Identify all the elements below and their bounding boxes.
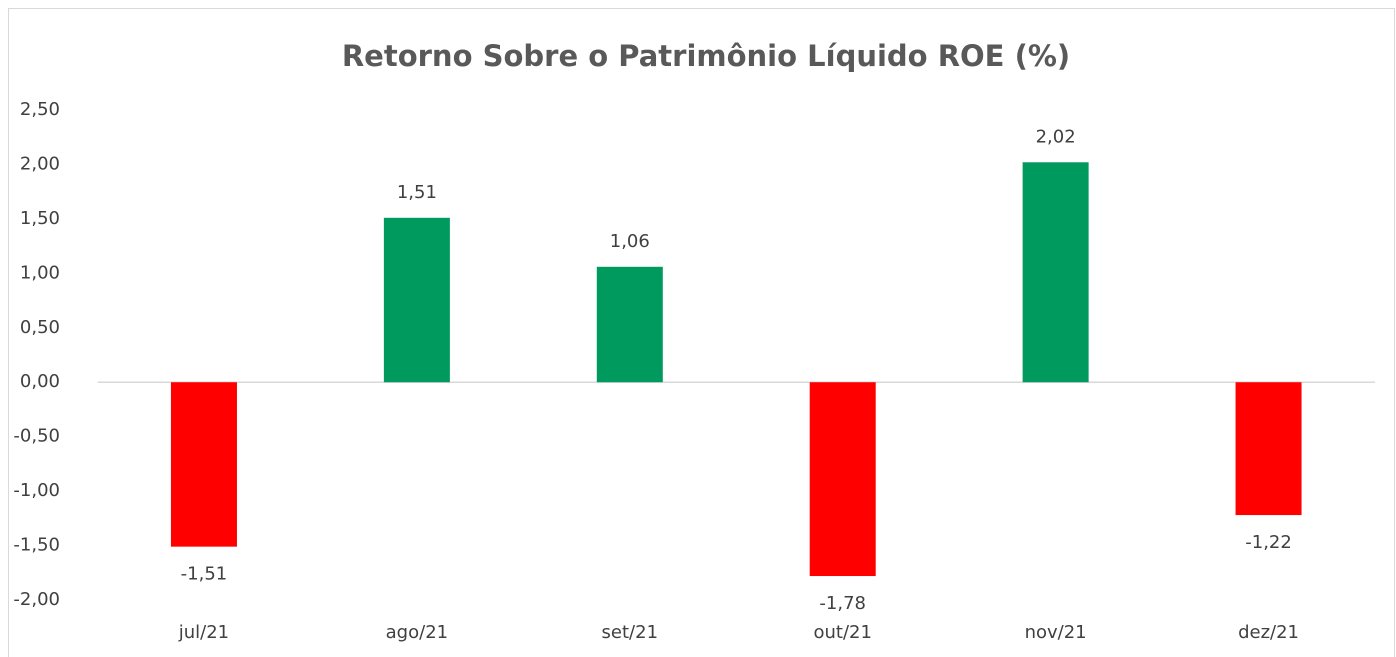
y-tick-label: -2,00 xyxy=(13,589,60,610)
y-tick-label: 1,00 xyxy=(20,262,60,283)
bar xyxy=(1235,382,1302,516)
y-tick-label: 2,00 xyxy=(20,153,60,174)
x-tick-label: jul/21 xyxy=(178,622,229,643)
data-label: -1,22 xyxy=(1245,532,1292,553)
bar xyxy=(383,217,450,383)
y-tick-label: 0,00 xyxy=(20,371,60,392)
bar xyxy=(1022,162,1089,383)
y-tick-label: -1,00 xyxy=(13,480,60,501)
y-tick-label: 0,50 xyxy=(20,317,60,338)
y-tick-label: -0,50 xyxy=(13,426,60,447)
y-tick-label: 2,50 xyxy=(20,99,60,120)
bar xyxy=(809,382,876,577)
chart-border xyxy=(8,8,1395,657)
bar xyxy=(596,266,663,383)
chart-title: Retorno Sobre o Patrimônio Líquido ROE (… xyxy=(342,39,1070,73)
data-label: -1,78 xyxy=(819,593,866,614)
data-label: 1,51 xyxy=(397,182,437,203)
x-tick-label: dez/21 xyxy=(1238,622,1299,643)
bar xyxy=(170,382,237,547)
y-tick-label: -1,50 xyxy=(13,535,60,556)
y-tick-label: 1,50 xyxy=(20,208,60,229)
data-label: 1,06 xyxy=(610,231,650,252)
data-label: -1,51 xyxy=(181,564,228,585)
x-tick-label: out/21 xyxy=(813,622,871,643)
x-tick-label: ago/21 xyxy=(386,622,448,643)
x-tick-label: nov/21 xyxy=(1025,622,1087,643)
x-tick-label: set/21 xyxy=(602,622,658,643)
data-label: 2,02 xyxy=(1036,126,1076,147)
